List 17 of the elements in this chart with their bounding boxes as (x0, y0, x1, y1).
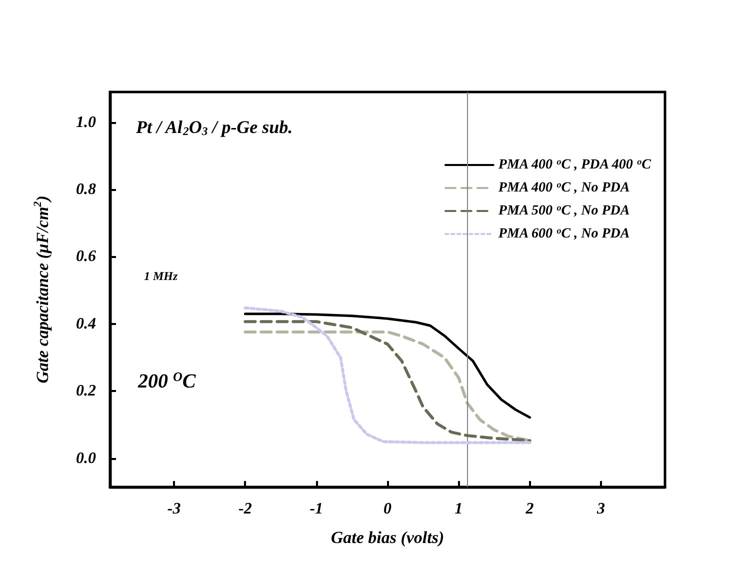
annotation: 1 MHz (144, 269, 178, 283)
y-tick-label: 0.4 (76, 315, 96, 332)
y-tick-label: 0.2 (76, 382, 96, 400)
x-tick-label: -1 (310, 500, 324, 518)
x-tick-label: -3 (167, 500, 181, 518)
y-axis-title: Gate capacitance (μF/cm2) (32, 196, 52, 384)
x-tick-label: 3 (596, 500, 605, 518)
x-tick-label: 2 (524, 500, 534, 518)
y-tick-label: 0.0 (76, 450, 96, 467)
y-tick-label: 0.8 (76, 180, 96, 198)
x-tick-label: 1 (454, 500, 463, 518)
y-tick-label: 1.0 (76, 114, 96, 131)
y-tick-label: 0.6 (76, 248, 96, 266)
x-tick-label: -2 (238, 500, 252, 518)
x-tick-label: 0 (384, 500, 392, 518)
line-series (244, 312, 532, 419)
x-axis-title: Gate bias (volts) (330, 528, 444, 547)
